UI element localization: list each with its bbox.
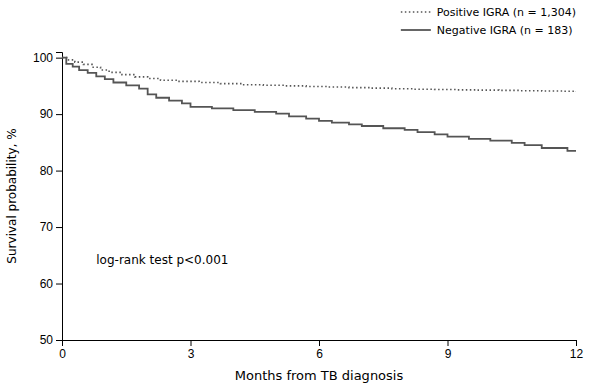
tick: 80 <box>40 164 62 178</box>
annotation: log-rank test p<0.001 <box>96 253 228 267</box>
tick-mark <box>191 340 192 346</box>
tick: 90 <box>40 107 62 121</box>
legend-label: Positive IGRA (n = 1,304) <box>437 6 576 19</box>
tick-label: 70 <box>40 220 54 234</box>
tick-mark <box>56 171 62 172</box>
series-group <box>62 58 576 151</box>
x-axis-title: Months from TB diagnosis <box>235 368 404 383</box>
tick-mark <box>319 340 320 346</box>
tick: 60 <box>40 277 62 291</box>
tick: 9 <box>445 340 452 361</box>
tick: 12 <box>570 340 584 361</box>
y-axis: 50 60 70 80 90 100 <box>33 51 63 347</box>
tick: 70 <box>40 220 62 234</box>
tick-mark <box>56 114 62 115</box>
tick: 6 <box>316 340 323 361</box>
tick-mark <box>56 58 62 59</box>
tick-label: 0 <box>59 347 66 361</box>
y-axis-title: Survival probability, % <box>5 128 19 263</box>
tick-label: 6 <box>316 347 323 361</box>
legend-item: Positive IGRA (n = 1,304) <box>401 6 576 19</box>
tick-mark <box>56 340 62 341</box>
y-axis-line <box>56 53 63 341</box>
legend: Positive IGRA (n = 1,304) Negative IGRA (… <box>401 6 576 37</box>
tick: 0 <box>59 340 66 361</box>
tick: 50 <box>40 333 62 347</box>
tick-mark <box>576 340 577 346</box>
tick: 100 <box>33 51 62 65</box>
tick-label: 3 <box>188 347 195 361</box>
chart: 0 3 6 9 12 50 60 70 80 90 100 log-rank test p<0.001… <box>0 0 600 390</box>
tick-label: 100 <box>33 51 53 65</box>
tick-label: 12 <box>570 347 584 361</box>
tick-label: 90 <box>40 107 54 121</box>
tick-mark <box>56 284 62 285</box>
tick-label: 60 <box>40 277 54 291</box>
legend-item: Negative IGRA (n = 183) <box>401 24 573 37</box>
tick-label: 50 <box>40 333 54 347</box>
tick-mark <box>448 340 449 346</box>
plot-area: 0 3 6 9 12 50 60 70 80 90 100 log-rank test p<0.001 <box>33 51 584 361</box>
tick: 3 <box>188 340 195 361</box>
tick-label: 80 <box>40 164 54 178</box>
x-axis-line <box>63 341 577 347</box>
tick-label: 9 <box>445 347 452 361</box>
tick-mark <box>56 227 62 228</box>
x-axis: 0 3 6 9 12 <box>59 340 583 361</box>
legend-swatch <box>401 11 431 13</box>
legend-swatch <box>401 29 431 31</box>
legend-label: Negative IGRA (n = 183) <box>437 24 573 37</box>
series-line <box>62 58 576 151</box>
